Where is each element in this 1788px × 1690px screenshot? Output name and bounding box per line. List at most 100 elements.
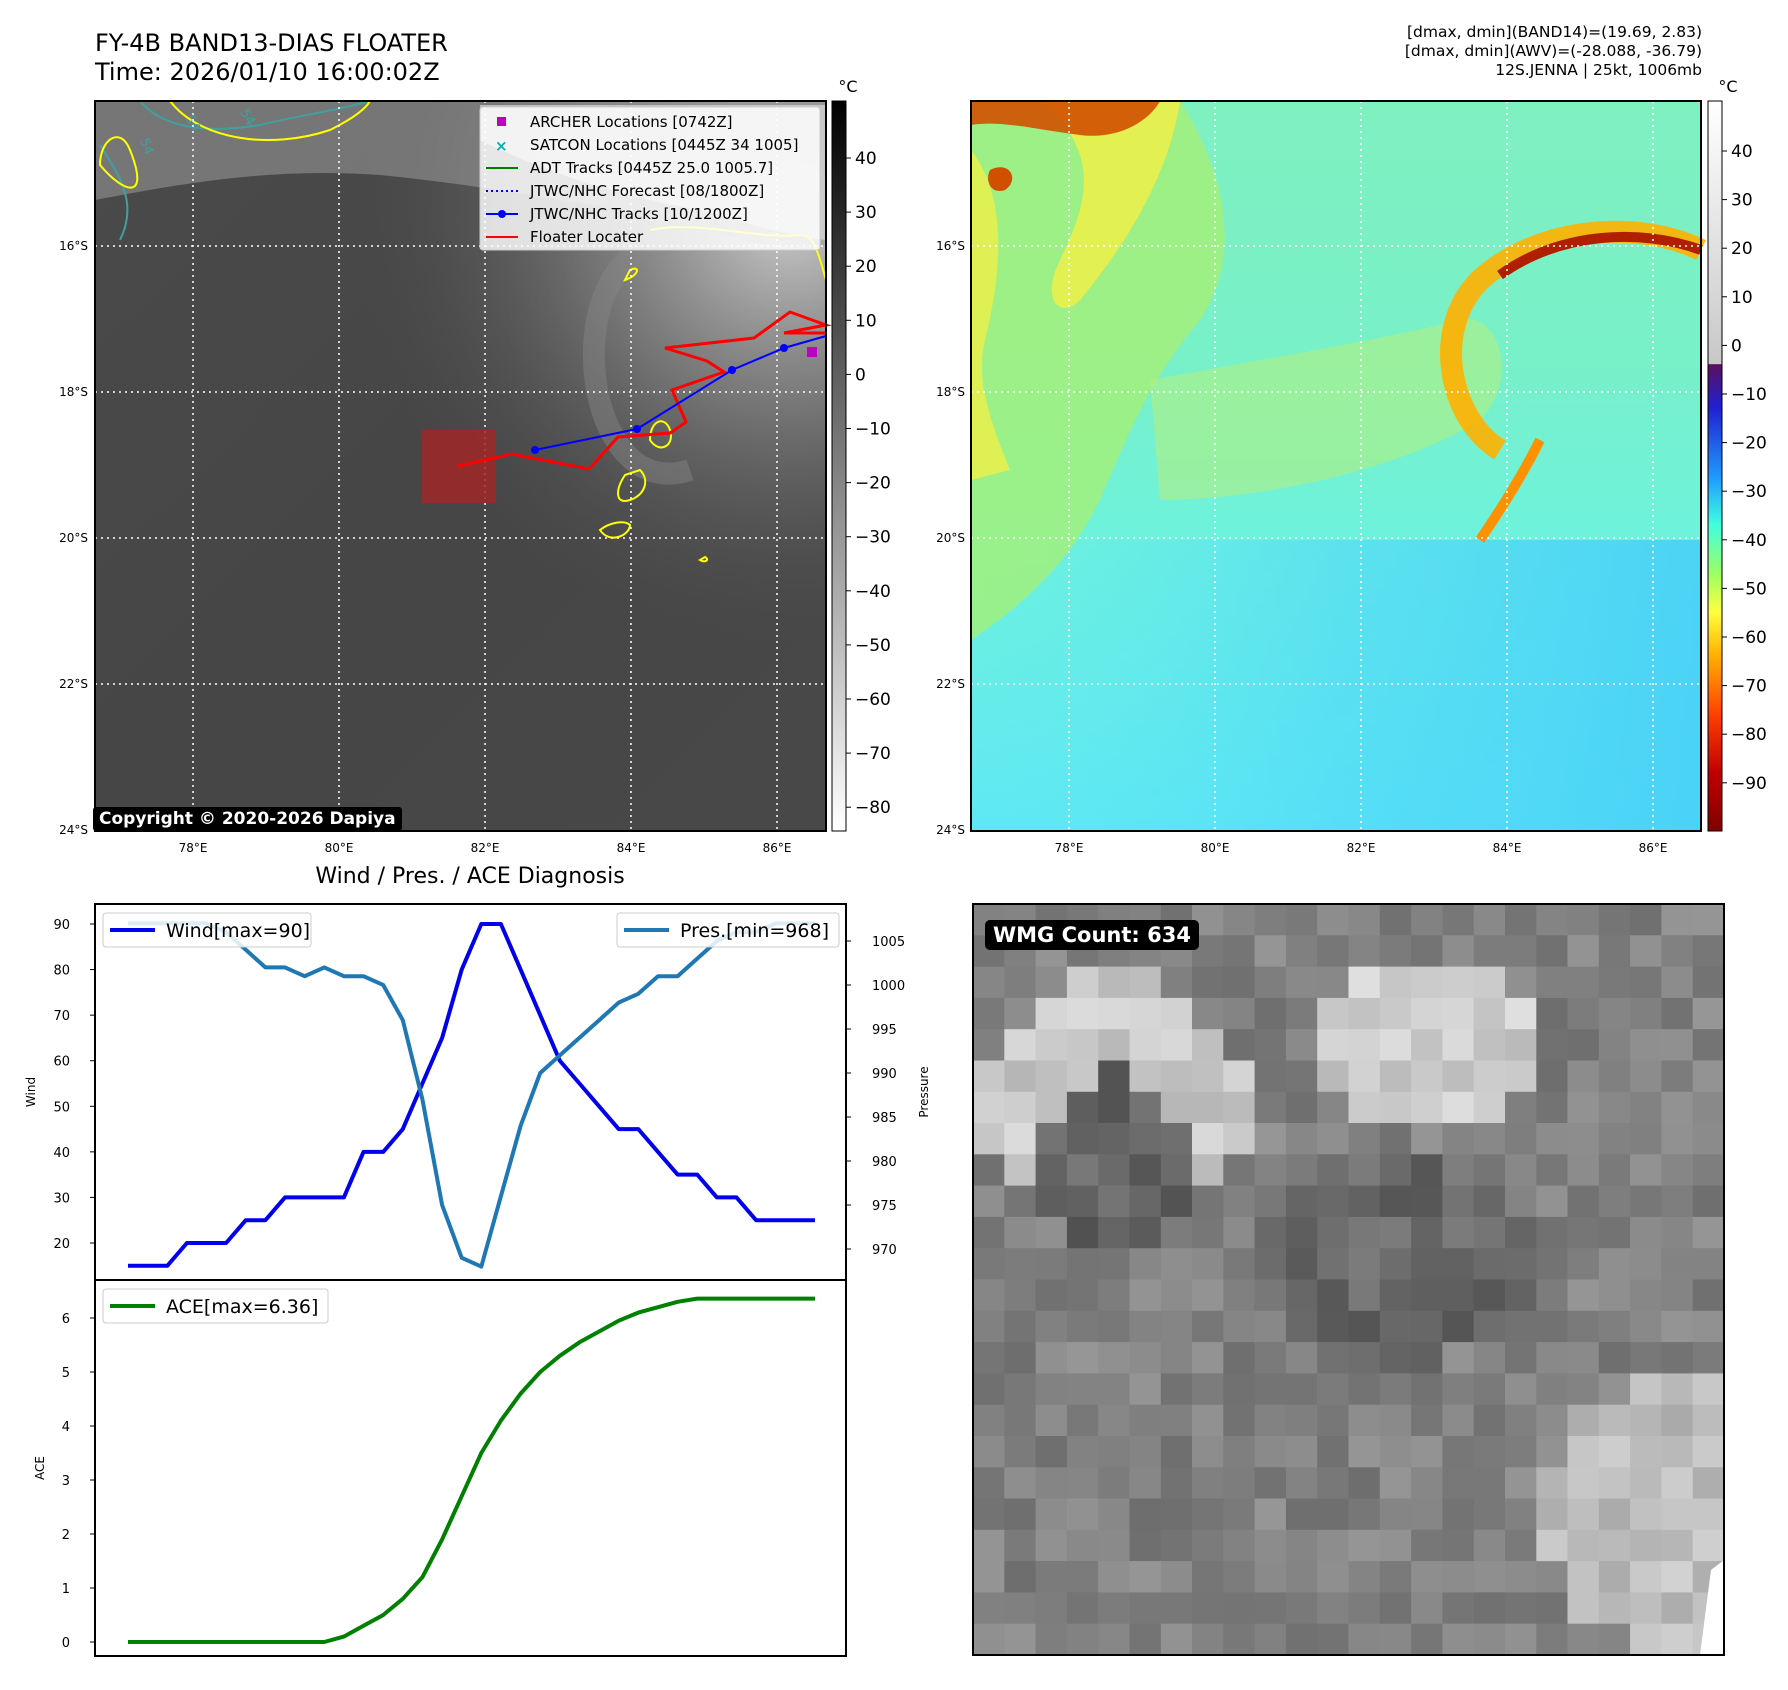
ir-map-panel: 54 54 54	[59, 77, 891, 855]
contour-label-1: 54	[136, 136, 156, 157]
wind-series-group	[128, 922, 815, 1268]
lon-86e: 86°E	[763, 841, 792, 855]
awv-lon-labels: 78°E 80°E 82°E 84°E 86°E	[1055, 841, 1668, 855]
colorbar-left-ticks: 40 30 20 10 0 −10 −20 −30 −40 −50 −60 −70 −80	[846, 149, 891, 818]
colorbar-right-tick: −50	[1731, 579, 1767, 599]
lat-24s: 24°S	[59, 823, 88, 837]
awv-map-panel: 16°S 18°S 20°S 22°S 24°S 78°E 80°E 82°E …	[936, 77, 1767, 855]
ace-legend: ACE[max=6.36]	[102, 1288, 329, 1324]
awv-gridlines	[971, 101, 1701, 831]
contour-label-2: 54	[182, 113, 203, 135]
awv-lon-82e: 82°E	[1347, 841, 1376, 855]
awv-lat-22s: 22°S	[936, 677, 965, 691]
colorbar-right-ticks: 40 30 20 10 0 −10 −20 −30 −40 −50 −60 −70 −80 −90	[1722, 142, 1767, 794]
satcon-legend-icon: ×	[495, 137, 508, 155]
lon-84e: 84°E	[617, 841, 646, 855]
awv-spiral-red	[1497, 231, 1703, 280]
copyright-badge: Copyright © 2020-2026 Dapiya	[93, 807, 402, 831]
colorbar-left-tick: −80	[855, 798, 891, 818]
pressure-tick-label: 995	[872, 1023, 897, 1038]
awv-lat-24s: 24°S	[936, 823, 965, 837]
colorbar-right-tick: −80	[1731, 725, 1767, 745]
lon-78e: 78°E	[179, 841, 208, 855]
colorbar-left-tick: 10	[855, 311, 877, 331]
ace-legend-label: ACE[max=6.36]	[166, 1296, 318, 1318]
ace-tick-label: 3	[62, 1474, 70, 1489]
lat-22s: 22°S	[59, 677, 88, 691]
awv-green-region-west	[971, 101, 1225, 640]
pressure-tick-label: 985	[872, 1111, 897, 1126]
colorbar-right-tick: −40	[1731, 531, 1767, 551]
colorbar-right-tick: 0	[1731, 336, 1742, 356]
colorbar-right-tick: 20	[1731, 239, 1753, 259]
awv-lat-18s: 18°S	[936, 385, 965, 399]
colorbar-right-tick: −60	[1731, 628, 1767, 648]
awv-lat-labels: 16°S 18°S 20°S 22°S 24°S	[936, 239, 965, 837]
band14-range: [dmax, dmin](BAND14)=(19.69, 2.83)	[1406, 23, 1702, 41]
awv-map-frame	[970, 100, 1702, 832]
legend-forecast: JTWC/NHC Forecast [08/1800Z]	[529, 182, 764, 200]
pressure-tick-label: 975	[872, 1199, 897, 1214]
ir-lon-labels: 78°E 80°E 82°E 84°E 86°E	[179, 841, 792, 855]
contour-label-3: 54	[237, 107, 258, 129]
colorbar-left-tick: 30	[855, 203, 877, 223]
colorbar-right-tick: −30	[1731, 482, 1767, 502]
wind-legend: Wind[max=90]	[102, 912, 312, 948]
wind-tick-label: 30	[53, 1191, 70, 1206]
wind-tick-label: 80	[53, 964, 70, 979]
ir-spiral-band	[582, 240, 694, 485]
lat-16s: 16°S	[59, 239, 88, 253]
wind-axis-label: Wind	[24, 1077, 38, 1107]
colorbar-right-tick: 40	[1731, 142, 1753, 162]
wind-series-line	[128, 922, 815, 1268]
colorbar-right-tick: 10	[1731, 288, 1753, 308]
wind-ticks: 90 80 70 60 50 40 30 20	[53, 918, 95, 1252]
colorbar-jet	[1707, 100, 1723, 832]
awv-red-spot	[988, 167, 1013, 191]
ir-contour-yellow	[98, 100, 371, 189]
pressure-legend-label: Pres.[min=968]	[680, 920, 829, 942]
legend-tracks: JTWC/NHC Tracks [10/1200Z]	[529, 205, 748, 223]
pressure-tick-label: 980	[872, 1155, 897, 1170]
colorbar-left-tick: −60	[855, 690, 891, 710]
colorbar-left-tick: 0	[855, 365, 866, 385]
lon-82e: 82°E	[471, 841, 500, 855]
colorbar-right-tick: −90	[1731, 774, 1767, 794]
lat-18s: 18°S	[59, 385, 88, 399]
figure-time: Time: 2026/01/10 16:00:02Z	[95, 58, 440, 86]
ace-tick-label: 5	[62, 1366, 70, 1381]
lon-80e: 80°E	[325, 841, 354, 855]
colorbar-left-tick: −40	[855, 582, 891, 602]
awv-lon-78e: 78°E	[1055, 841, 1084, 855]
ace-axis-label: ACE	[33, 1456, 47, 1480]
ace-ticks: 6 5 4 3 2 1 0	[62, 1312, 95, 1651]
pressure-tick-label: 990	[872, 1067, 897, 1082]
colorbar-left-unit: °C	[838, 77, 857, 96]
colorbar-right-tick: 30	[1731, 191, 1753, 211]
wind-tick-label: 40	[53, 1146, 70, 1161]
colorbar-left-tick: −10	[855, 420, 891, 440]
pressure-tick-label: 1000	[872, 979, 905, 994]
colorbar-left-tick: −50	[855, 636, 891, 656]
pressure-ticks: 1005 1000 995 990 985 980 975 970	[846, 935, 905, 1258]
pressure-tick-label: 970	[872, 1243, 897, 1258]
awv-blue-region	[971, 540, 1701, 831]
awv-green-region-center	[1150, 319, 1502, 500]
colorbar-left-tick: 20	[855, 257, 877, 277]
awv-lon-80e: 80°E	[1201, 841, 1230, 855]
archer-legend-icon	[497, 117, 506, 126]
awv-yellow-west	[971, 150, 1010, 480]
wind-tick-label: 70	[53, 1009, 70, 1024]
awv-red-top	[971, 101, 1160, 136]
ace-tick-label: 0	[62, 1636, 70, 1651]
figure-title: FY-4B BAND13-DIAS FLOATER	[95, 29, 448, 57]
ir-lat-labels: 16°S 18°S 20°S 22°S 24°S	[59, 239, 88, 837]
ace-axes	[94, 1279, 847, 1657]
diagnosis-title: Wind / Pres. / ACE Diagnosis	[315, 864, 624, 889]
ace-tick-label: 2	[62, 1528, 70, 1543]
pressure-tick-label: 1005	[872, 935, 905, 950]
colorbar-left-tick: 40	[855, 149, 877, 169]
ace-tick-label: 4	[62, 1420, 70, 1435]
colorbar-left-tick: −70	[855, 744, 891, 764]
